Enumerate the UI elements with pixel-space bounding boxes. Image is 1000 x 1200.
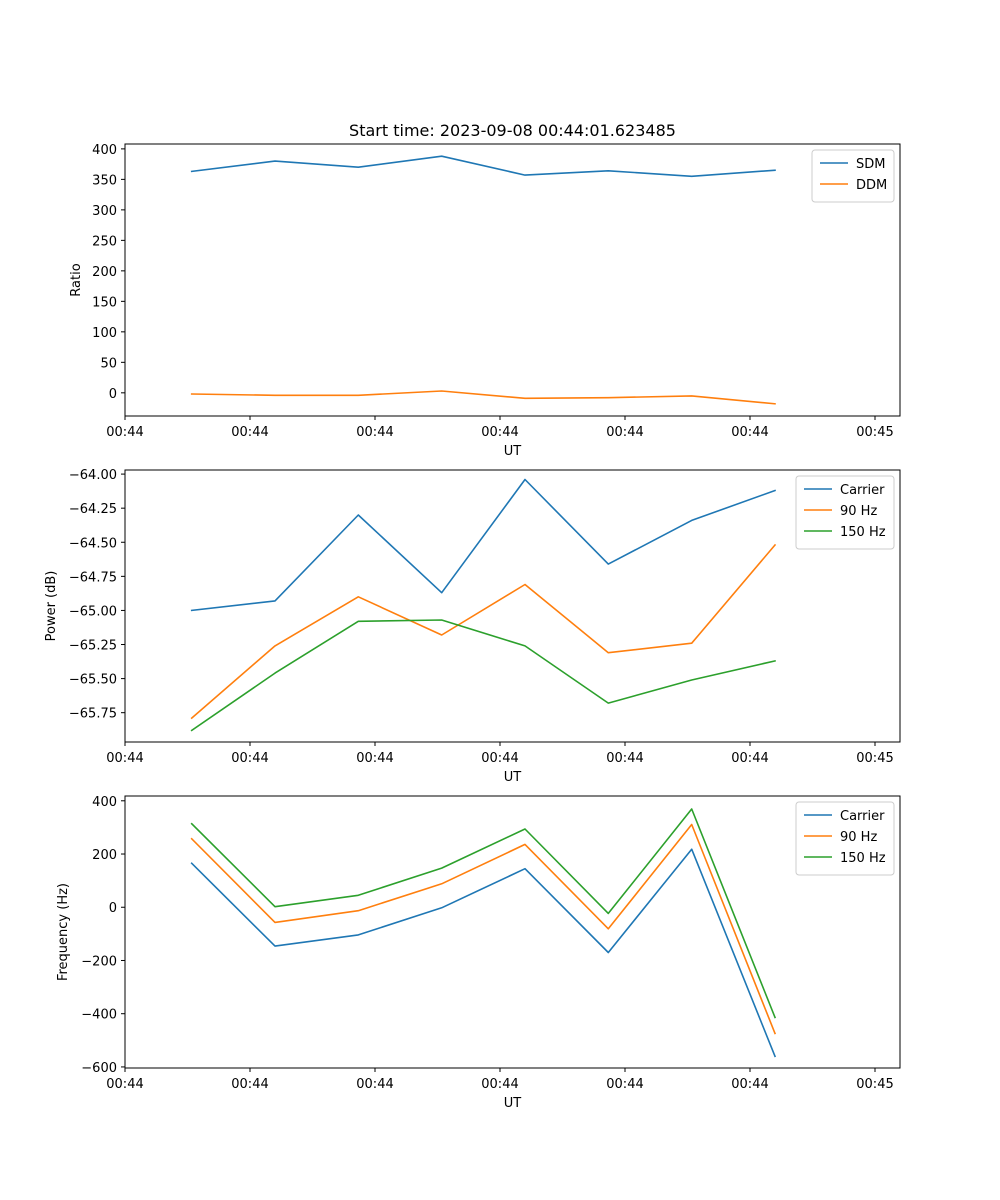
series-line-90-hz: [190, 543, 777, 720]
y-tick-label: 400: [92, 795, 117, 810]
y-tick-label: −64.75: [69, 570, 117, 585]
plot-frame: [124, 469, 901, 743]
y-axis-label: Ratio: [69, 263, 84, 296]
x-tick-label: 00:44: [606, 425, 643, 440]
legend-label: Carrier: [840, 483, 885, 498]
y-tick-label: 0: [109, 901, 117, 916]
plot-lines: [190, 808, 777, 1058]
y-tick-label: 0: [109, 387, 117, 402]
x-tick-label: 00:45: [856, 1077, 893, 1092]
x-axis-label: UT: [504, 770, 522, 785]
legend-label: Carrier: [840, 809, 885, 824]
x-tick-label: 00:44: [356, 1077, 393, 1092]
series-line-90-hz: [190, 823, 777, 1035]
y-tick-label: −600: [81, 1061, 117, 1076]
legend-label: 90 Hz: [840, 830, 877, 845]
y-tick-label: 350: [92, 173, 117, 188]
x-tick-label: 00:44: [106, 751, 143, 766]
y-tick-label: −64.00: [69, 468, 117, 483]
y-tick-label: −65.75: [69, 707, 117, 722]
x-axis-label: UT: [504, 1096, 522, 1111]
y-tick-label: 100: [92, 326, 117, 341]
y-tick-label: −65.00: [69, 604, 117, 619]
legend: Carrier 90 Hz 150 Hz: [795, 475, 895, 550]
subplot-frequency: 00:44 00:44 00:44 00:44 00:44 00:44 00:45 −600…: [56, 795, 901, 1111]
y-tick-label: −65.25: [69, 639, 117, 654]
x-tick-label: 00:44: [356, 751, 393, 766]
subplot-ratio: Start time: 2023-09-08 00:44:01.623485 0…: [69, 121, 901, 459]
series-line-150-hz: [190, 619, 776, 732]
y-tick-label: −200: [81, 954, 117, 969]
x-tick-label: 00:44: [481, 1077, 518, 1092]
y-axis-label: Power (dB): [44, 571, 59, 642]
plot-frame: [124, 143, 901, 417]
y-axis-ticks: 0 50 100 150 200 250 300 350 400: [92, 143, 125, 402]
x-tick-label: 00:44: [231, 425, 268, 440]
x-tick-label: 00:44: [606, 1077, 643, 1092]
series-line-sdm: [190, 155, 776, 178]
x-tick-label: 00:44: [731, 751, 768, 766]
y-tick-label: 200: [92, 848, 117, 863]
legend-label: 150 Hz: [840, 525, 886, 540]
legend-label: 90 Hz: [840, 504, 877, 519]
y-axis-ticks: −600 −400 −200 0 200 400: [81, 795, 125, 1076]
x-tick-label: 00:45: [856, 751, 893, 766]
y-tick-label: 50: [100, 356, 117, 371]
legend: SDM DDM: [811, 149, 895, 203]
x-tick-label: 00:44: [481, 425, 518, 440]
y-axis-ticks: −65.75 −65.50 −65.25 −65.00 −64.75 −64.50 −64.…: [69, 468, 125, 722]
y-tick-label: −64.50: [69, 536, 117, 551]
y-tick-label: 400: [92, 143, 117, 158]
series-line-carrier: [190, 848, 777, 1058]
x-tick-label: 00:44: [356, 425, 393, 440]
x-tick-label: 00:44: [231, 1077, 268, 1092]
subplot-power: 00:44 00:44 00:44 00:44 00:44 00:44 00:45 −65.…: [44, 468, 901, 785]
series-line-carrier: [190, 478, 777, 612]
y-tick-label: 150: [92, 295, 117, 310]
x-tick-label: 00:44: [481, 751, 518, 766]
plot-lines: [190, 478, 777, 732]
x-tick-label: 00:44: [606, 751, 643, 766]
x-tick-label: 00:44: [106, 425, 143, 440]
x-axis-label: UT: [504, 444, 522, 459]
x-tick-label: 00:44: [731, 425, 768, 440]
chart-title: Start time: 2023-09-08 00:44:01.623485: [349, 121, 676, 140]
y-tick-label: −64.25: [69, 502, 117, 517]
y-tick-label: 250: [92, 234, 117, 249]
legend-label: SDM: [856, 157, 885, 172]
y-axis-label: Frequency (Hz): [56, 883, 71, 981]
x-tick-label: 00:44: [106, 1077, 143, 1092]
legend-label: 150 Hz: [840, 851, 886, 866]
x-axis-ticks: 00:44 00:44 00:44 00:44 00:44 00:44 00:45: [106, 1068, 894, 1092]
y-tick-label: 200: [92, 265, 117, 280]
y-tick-label: 300: [92, 204, 117, 219]
x-axis-ticks: 00:44 00:44 00:44 00:44 00:44 00:44 00:45: [106, 742, 894, 766]
legend: Carrier 90 Hz 150 Hz: [795, 801, 895, 876]
plot-frame: [124, 795, 901, 1069]
y-tick-label: −400: [81, 1008, 117, 1023]
legend-label: DDM: [856, 178, 887, 193]
x-tick-label: 00:44: [731, 1077, 768, 1092]
x-axis-ticks: 00:44 00:44 00:44 00:44 00:44 00:44 00:45: [106, 416, 894, 440]
plot-lines: [190, 155, 776, 405]
series-line-150-hz: [190, 808, 777, 1019]
x-tick-label: 00:44: [231, 751, 268, 766]
x-tick-label: 00:45: [856, 425, 893, 440]
series-line-ddm: [190, 390, 776, 405]
y-tick-label: −65.50: [69, 673, 117, 688]
